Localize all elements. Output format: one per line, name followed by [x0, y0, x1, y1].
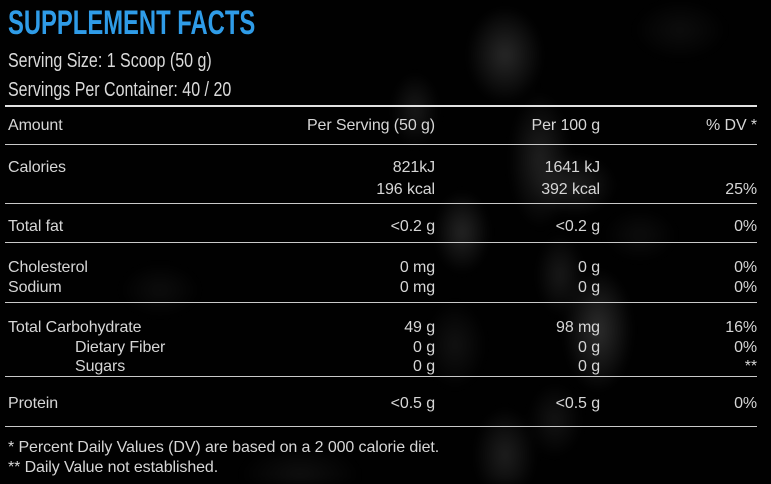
table-row-sugars: Sugars 0 g 0 g **: [5, 357, 757, 377]
facts-table: Amount Per Serving (50 g) Per 100 g % DV…: [5, 107, 757, 478]
cell-dv: 16%: [725, 319, 757, 336]
cell-dv: 0%: [734, 278, 757, 296]
value-kcal: 196 kcal: [376, 181, 435, 198]
table-row-cholesterol: Cholesterol 0 mg 0 g 0%: [5, 258, 757, 278]
cell-dv: **: [744, 358, 757, 375]
section-calories: Calories 821kJ 196 kcal 1641 kJ 392 kcal…: [5, 145, 757, 204]
header-row: Amount Per Serving (50 g) Per 100 g % DV…: [5, 117, 757, 135]
cell-dv: 0%: [734, 218, 757, 235]
cell-dv: 25%: [600, 157, 757, 201]
cell-per-serving: 0 g: [413, 358, 435, 375]
column-header-per-serving: Per Serving (50 g): [306, 116, 435, 134]
row-label: Sugars: [75, 358, 126, 375]
footnotes: * Percent Daily Values (DV) are based on…: [5, 427, 757, 478]
cell-per-100g: 0 g: [578, 358, 600, 375]
cell-per-serving: <0.5 g: [390, 395, 435, 412]
cell-per-serving: <0.2 g: [390, 218, 435, 235]
spacer: [600, 157, 757, 179]
cell-per-100g: 0 g: [578, 259, 600, 276]
cell-per-100g: 0 g: [578, 278, 600, 296]
value-dv: 25%: [725, 181, 757, 198]
section-cholesterol-sodium: Cholesterol 0 mg 0 g 0% Sodium 0 mg 0 g …: [5, 243, 757, 303]
value-kj: 1641 kJ: [544, 159, 600, 176]
cell-per-100g: 0 g: [578, 338, 600, 356]
table-header-row: Amount Per Serving (50 g) Per 100 g % DV…: [5, 107, 757, 145]
column-header-dv: % DV *: [706, 116, 757, 134]
cell-per-serving: 821kJ 196 kcal: [260, 157, 435, 201]
row-label: Total Carbohydrate: [8, 319, 142, 336]
table-row-total-carbohydrate: Total Carbohydrate 49 g 98 mg 16%: [5, 318, 757, 338]
servings-per-container-text: Servings Per Container: 40 / 20: [8, 79, 232, 101]
value-kcal: 392 kcal: [541, 181, 600, 198]
divider: [5, 105, 757, 107]
cell-per-serving: 49 g: [404, 319, 435, 336]
serving-size-text: Serving Size: 1 Scoop (50 g): [8, 50, 212, 72]
row-label: Dietary Fiber: [75, 338, 166, 356]
column-header-per-100g: Per 100 g: [531, 116, 601, 134]
footnote-not-established: ** Daily Value not established.: [8, 459, 219, 476]
table-row-dietary-fiber: Dietary Fiber 0 g 0 g 0%: [5, 338, 757, 358]
row-label: Total fat: [8, 218, 64, 235]
cell-dv: 0%: [734, 395, 757, 412]
cell-per-serving: 0 mg: [399, 278, 435, 296]
section-protein: Protein <0.5 g <0.5 g 0%: [5, 377, 757, 427]
cell-per-100g: 98 mg: [556, 319, 600, 336]
table-row-protein: Protein <0.5 g <0.5 g 0%: [5, 393, 757, 415]
cell-per-100g: 1641 kJ 392 kcal: [435, 157, 600, 201]
row-label: Calories: [8, 159, 66, 176]
cell-per-serving: 0 mg: [399, 259, 435, 276]
table-row-total-fat: Total fat <0.2 g <0.2 g 0%: [5, 216, 757, 238]
section-carbohydrate: Total Carbohydrate 49 g 98 mg 16% Dietar…: [5, 303, 757, 377]
page-title: SUPPLEMENT FACTS: [8, 4, 256, 42]
row-label: Sodium: [8, 278, 62, 296]
table-row-sodium: Sodium 0 mg 0 g 0%: [5, 278, 757, 298]
section-total-fat: Total fat <0.2 g <0.2 g 0%: [5, 204, 757, 243]
row-label: Protein: [8, 395, 58, 412]
value-kj: 821kJ: [392, 159, 435, 176]
cell-dv: 0%: [734, 338, 757, 356]
cell-per-serving: 0 g: [413, 338, 435, 356]
row-label: Cholesterol: [8, 259, 88, 276]
cell-per-100g: <0.2 g: [555, 218, 600, 235]
cell-dv: 0%: [734, 259, 757, 276]
column-header-amount: Amount: [8, 116, 63, 134]
footnote-daily-values: * Percent Daily Values (DV) are based on…: [8, 439, 440, 456]
cell-per-100g: <0.5 g: [555, 395, 600, 412]
table-row-calories: Calories 821kJ 196 kcal 1641 kJ 392 kcal…: [5, 157, 757, 201]
